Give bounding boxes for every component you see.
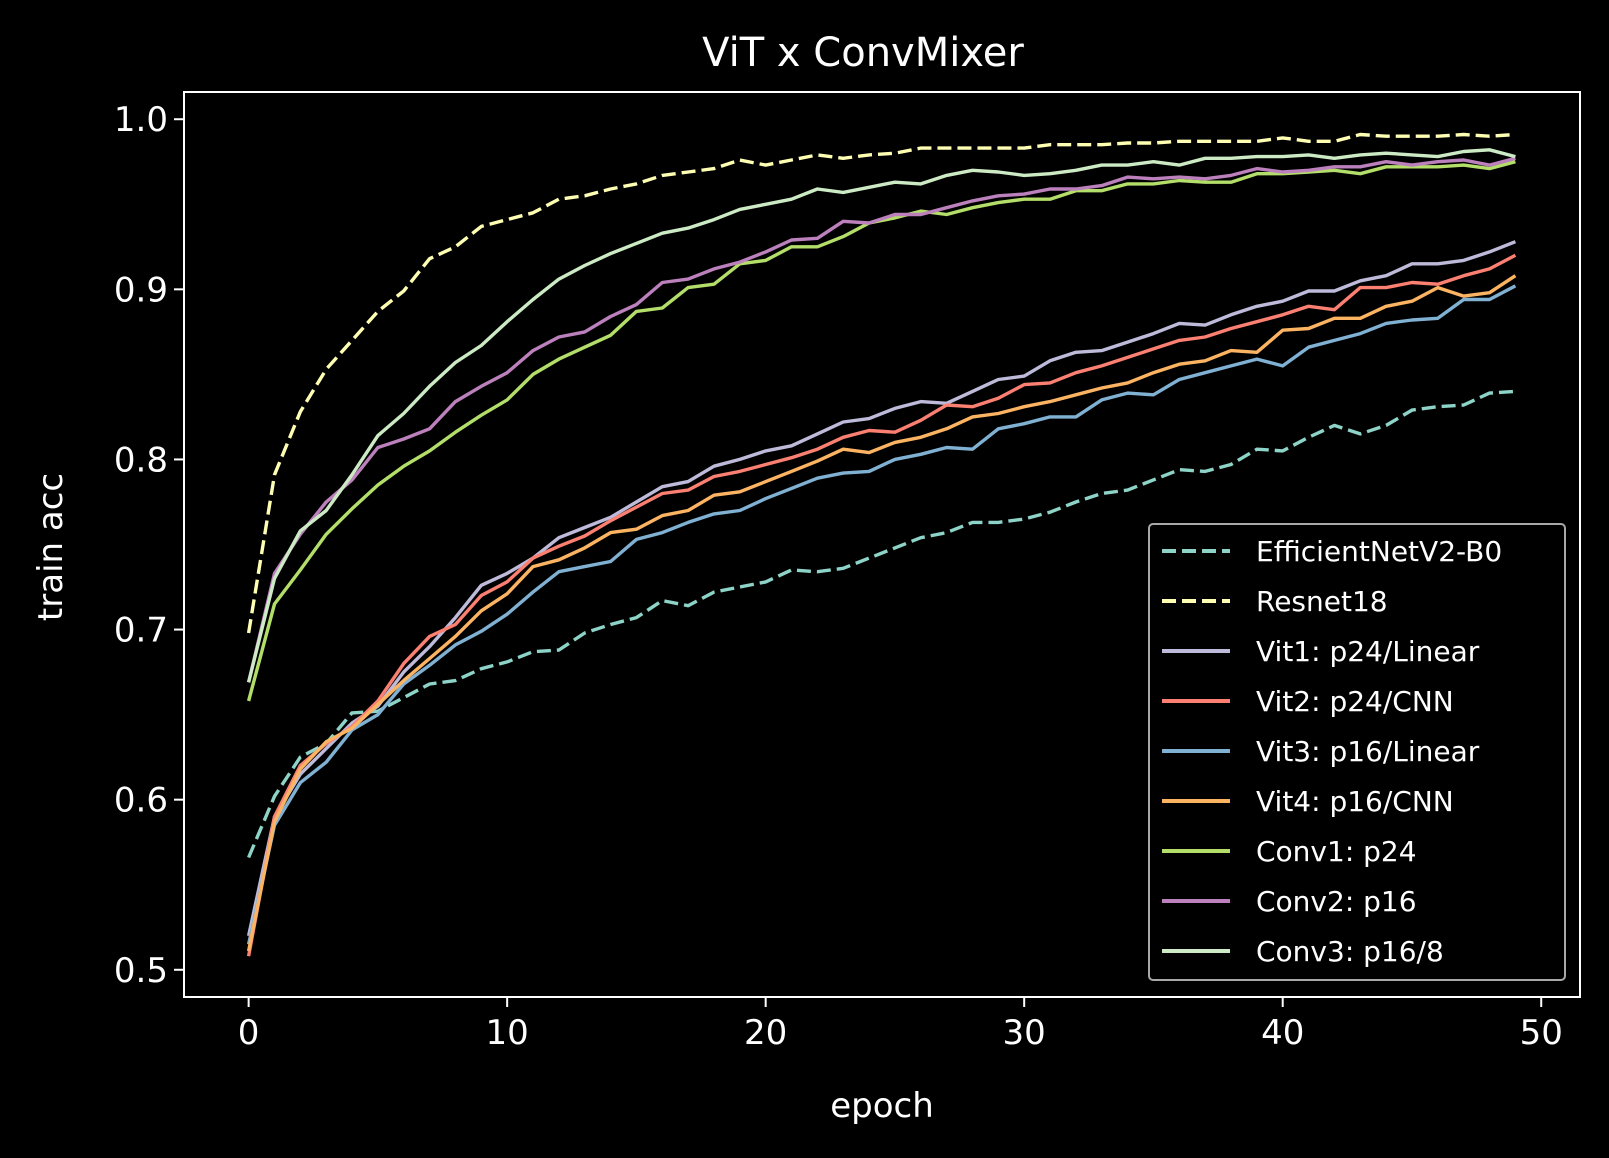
x-tick-label: 30: [1003, 1013, 1046, 1053]
legend-label: Vit4: p16/CNN: [1256, 785, 1454, 818]
x-tick-label: 50: [1520, 1013, 1563, 1053]
legend-label: Conv2: p16: [1256, 885, 1417, 918]
series-line-2: [246, 240, 1517, 937]
plot-frame: [183, 91, 1581, 998]
legend-label: Resnet18: [1256, 585, 1388, 618]
y-tick-label: 0.6: [114, 781, 168, 821]
series-lines: [246, 132, 1517, 957]
legend-label: Conv3: p16/8: [1256, 935, 1444, 968]
legend-label: Vit1: p24/Linear: [1256, 635, 1480, 668]
legend: EfficientNetV2-B0 Resnet18 Vit1: p24/Linea…: [1148, 523, 1566, 981]
axis-ticks: 0 10 20 30 40 50 0.5 0.6 0.7 0.8 0.9 1.0: [114, 100, 1563, 1053]
y-tick-label: 0.7: [114, 611, 168, 651]
legend-label: Vit2: p24/CNN: [1256, 685, 1454, 718]
x-tick-label: 20: [744, 1013, 787, 1053]
y-tick-label: 0.8: [114, 440, 168, 480]
legend-box: [1148, 523, 1566, 981]
x-axis-label: epoch: [830, 1086, 934, 1126]
series-line-7: [246, 156, 1516, 683]
legend-label: Vit3: p16/Linear: [1256, 735, 1480, 768]
series-line-3: [246, 253, 1517, 957]
chart-title: ViT x ConvMixer: [702, 30, 1024, 76]
y-tick-label: 1.0: [114, 100, 168, 140]
y-tick-label: 0.9: [114, 270, 168, 310]
series-line-5: [246, 274, 1517, 952]
x-tick-label: 0: [238, 1013, 260, 1053]
legend-label: EfficientNetV2-B0: [1256, 535, 1502, 568]
series-line-1: [246, 132, 1516, 634]
series-line-8: [246, 148, 1516, 683]
y-axis-label: train acc: [31, 473, 71, 621]
x-tick-label: 40: [1261, 1013, 1304, 1053]
series-line-4: [246, 284, 1517, 945]
y-tick-label: 0.5: [114, 951, 168, 991]
x-tick-label: 10: [486, 1013, 529, 1053]
legend-label: Conv1: p24: [1256, 835, 1417, 868]
series-line-0: [247, 389, 1516, 859]
